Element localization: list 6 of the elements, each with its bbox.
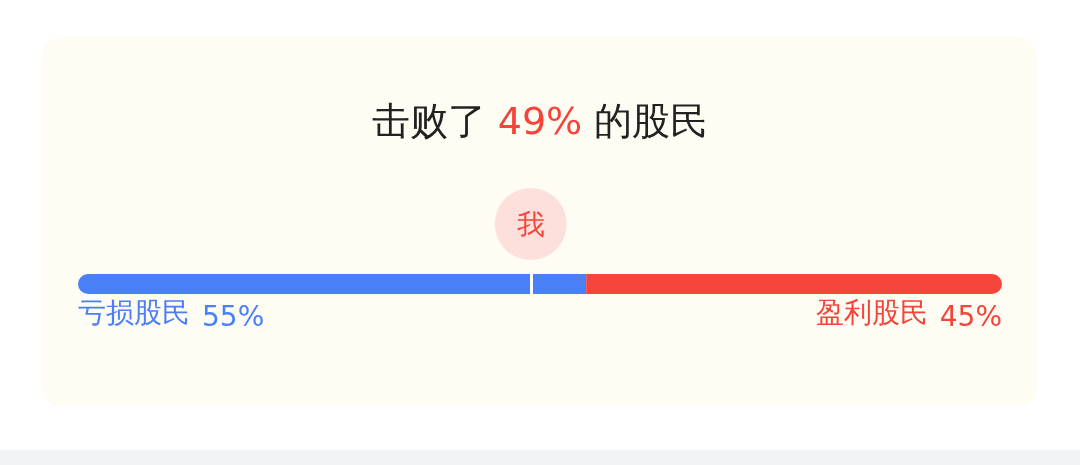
series-label: 盈利股民 [815,295,928,329]
data-label: 55% [202,299,265,333]
series-label: 亏损股民 [78,295,190,329]
chart-title: 击败了 49% 的股民 [371,99,709,143]
data-label: 45% [939,299,1002,333]
ref-line-label: 我 [516,208,545,240]
